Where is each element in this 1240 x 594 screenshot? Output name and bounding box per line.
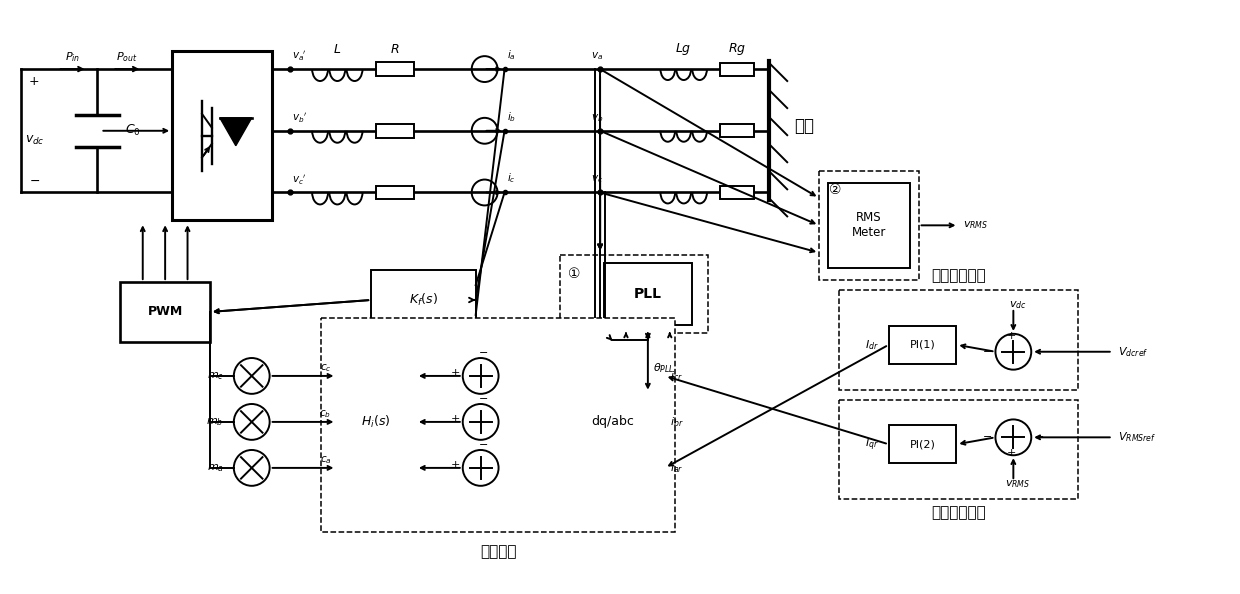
Text: $i_{br}$: $i_{br}$ (670, 415, 683, 429)
Bar (839, 400, 1078, 499)
Text: PI(2): PI(2) (910, 440, 935, 449)
Text: $i_b$: $i_b$ (506, 110, 516, 124)
Text: ①: ① (568, 267, 580, 281)
Text: $R$: $R$ (391, 43, 399, 56)
Text: $m_a$: $m_a$ (207, 462, 224, 474)
Bar (336, 340, 415, 504)
Text: $\theta_{PLL}$: $\theta_{PLL}$ (652, 361, 675, 375)
Bar (839, 290, 1078, 390)
Text: $v_b$: $v_b$ (591, 112, 604, 124)
Bar (376, 124, 414, 138)
Bar (376, 185, 414, 200)
Text: RMS
Meter: RMS Meter (852, 211, 887, 239)
Bar (719, 62, 754, 75)
Bar (371, 270, 476, 330)
Bar (828, 182, 910, 268)
Text: +: + (1007, 331, 1016, 341)
Bar (120, 282, 210, 342)
Text: $I_{dr}$: $I_{dr}$ (866, 338, 879, 352)
Text: $V_{dcref}$: $V_{dcref}$ (1117, 345, 1148, 359)
Text: $c_b$: $c_b$ (320, 408, 331, 420)
Text: $-$: $-$ (477, 438, 487, 448)
Text: $Lg$: $Lg$ (676, 41, 692, 57)
Text: $v_{dc}$: $v_{dc}$ (25, 134, 45, 147)
Text: $m_b$: $m_b$ (207, 416, 224, 428)
Text: $Rg$: $Rg$ (728, 41, 746, 57)
Text: $i_{cr}$: $i_{cr}$ (670, 369, 683, 383)
Text: $C_0$: $C_0$ (125, 123, 141, 138)
Text: $-$: $-$ (1034, 345, 1044, 355)
Text: $L$: $L$ (334, 43, 341, 56)
Text: $c_c$: $c_c$ (320, 362, 331, 374)
Text: $v_a{^{\prime}}$: $v_a{^{\prime}}$ (291, 49, 306, 63)
Bar (560, 255, 708, 333)
Text: $K_f(s)$: $K_f(s)$ (409, 292, 438, 308)
Text: PWM: PWM (148, 305, 182, 318)
Text: 电流控制: 电流控制 (480, 544, 516, 559)
Bar (820, 170, 919, 280)
Bar (560, 340, 665, 504)
Polygon shape (219, 118, 252, 146)
Text: $v_{RMS}$: $v_{RMS}$ (1006, 478, 1030, 490)
Text: +: + (450, 368, 460, 378)
Text: 直流电压控制: 直流电压控制 (931, 268, 986, 283)
Text: +: + (29, 74, 40, 87)
Text: dq/abc: dq/abc (591, 415, 634, 428)
Text: PLL: PLL (634, 287, 662, 301)
Text: $I_{qr}$: $I_{qr}$ (866, 436, 879, 453)
Text: $v_{RMS}$: $v_{RMS}$ (963, 219, 988, 231)
Text: $v_c{^{\prime}}$: $v_c{^{\prime}}$ (291, 172, 306, 187)
Text: $-$: $-$ (477, 392, 487, 402)
Bar (889, 326, 956, 364)
Text: $v_b{^{\prime}}$: $v_b{^{\prime}}$ (291, 110, 306, 125)
Text: $-$: $-$ (1034, 430, 1044, 440)
Text: $-$: $-$ (29, 174, 40, 187)
Text: $v_a$: $v_a$ (591, 50, 603, 62)
Bar (376, 62, 414, 76)
Text: $-$: $-$ (982, 430, 992, 440)
Bar (889, 425, 956, 463)
Bar (719, 124, 754, 137)
Text: 交流电压控制: 交流电压控制 (931, 505, 986, 520)
Text: 电网: 电网 (794, 117, 815, 135)
Text: $P_{in}$: $P_{in}$ (64, 50, 81, 64)
Text: +: + (450, 414, 460, 424)
Text: $c_a$: $c_a$ (320, 454, 331, 466)
Text: $m_c$: $m_c$ (207, 370, 224, 382)
Text: $v_c$: $v_c$ (591, 173, 603, 185)
Bar (321, 318, 675, 532)
Text: $H_i(s)$: $H_i(s)$ (361, 414, 391, 430)
Text: $i_{ar}$: $i_{ar}$ (670, 461, 683, 475)
Text: $i_a$: $i_a$ (506, 48, 516, 62)
Text: $-$: $-$ (982, 345, 992, 355)
Text: ②: ② (830, 182, 842, 197)
Text: $P_{out}$: $P_{out}$ (117, 50, 138, 64)
Text: $V_{RMSref}$: $V_{RMSref}$ (1117, 431, 1156, 444)
Bar (172, 51, 272, 220)
Bar (604, 263, 692, 325)
Text: +: + (450, 460, 460, 470)
Text: PI(1): PI(1) (910, 340, 935, 350)
Text: +: + (1007, 448, 1016, 458)
Bar (719, 186, 754, 199)
Text: $-$: $-$ (477, 346, 487, 356)
Text: $i_c$: $i_c$ (506, 172, 516, 185)
Text: $v_{dc}$: $v_{dc}$ (1009, 299, 1027, 311)
